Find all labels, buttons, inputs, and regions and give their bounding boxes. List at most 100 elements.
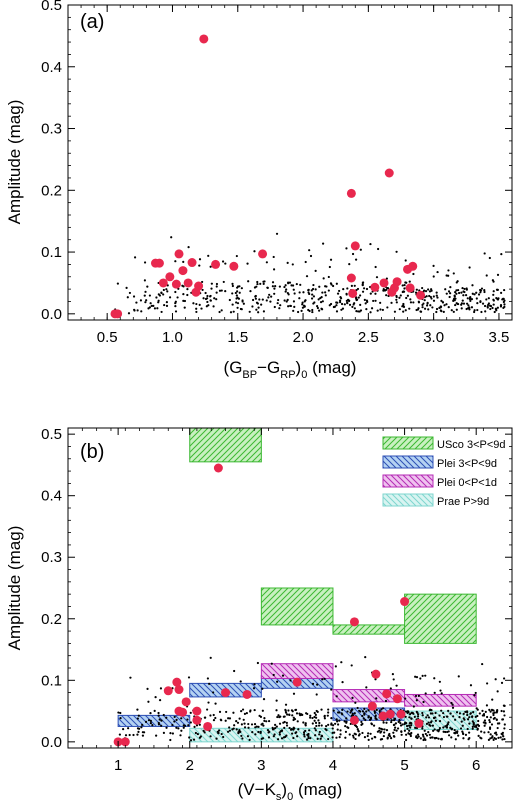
background-point <box>198 258 202 261</box>
background-point <box>359 248 362 251</box>
highlight-point <box>346 273 356 283</box>
background-point <box>352 303 355 306</box>
background-point <box>395 301 398 304</box>
background-point <box>414 726 417 729</box>
background-point <box>495 710 499 713</box>
background-point <box>263 719 266 723</box>
background-point <box>439 689 442 692</box>
x-tick-label: 5 <box>400 757 408 774</box>
background-point <box>494 307 497 310</box>
background-point <box>285 300 288 303</box>
background-point <box>313 715 316 719</box>
background-point <box>133 256 137 259</box>
background-point <box>401 284 404 287</box>
background-point <box>248 738 251 741</box>
highlight-point <box>192 715 202 725</box>
background-point <box>366 734 369 738</box>
background-point <box>432 295 435 298</box>
background-point <box>344 730 348 733</box>
background-point <box>423 289 426 292</box>
background-point <box>336 728 339 731</box>
background-point <box>248 310 251 313</box>
background-point <box>132 295 136 298</box>
y-axis-label: Amplitude (mag) <box>5 100 24 225</box>
background-point <box>454 291 457 294</box>
background-point <box>337 711 341 714</box>
background-point <box>261 687 264 690</box>
panel-label: (b) <box>80 441 104 463</box>
background-point <box>228 726 231 729</box>
background-point <box>314 269 317 272</box>
highlight-point <box>154 258 164 268</box>
highlight-points <box>110 34 426 319</box>
background-point <box>428 290 432 293</box>
background-point <box>235 728 238 731</box>
highlight-point <box>396 709 406 719</box>
background-point <box>117 711 120 714</box>
background-point <box>313 301 316 304</box>
background-point <box>233 669 236 673</box>
background-point <box>133 309 136 312</box>
highlight-point <box>158 278 168 288</box>
background-point <box>174 310 178 313</box>
background-point <box>222 280 225 284</box>
background-point <box>413 715 416 718</box>
background-point <box>473 293 476 296</box>
background-point <box>275 699 278 702</box>
background-point <box>497 297 500 300</box>
background-point <box>390 301 393 304</box>
background-point <box>502 300 505 304</box>
background-point <box>456 730 459 733</box>
background-point <box>147 719 151 722</box>
background-point <box>320 307 323 310</box>
y-tick-label: 0.2 <box>41 182 62 199</box>
background-point <box>380 727 383 730</box>
background-point <box>240 287 243 290</box>
background-point <box>257 306 260 309</box>
background-point <box>228 298 231 302</box>
background-point <box>307 736 310 740</box>
background-point <box>499 736 502 739</box>
background-point <box>174 300 177 303</box>
background-point <box>361 722 364 725</box>
x-tick-label: 2 <box>186 757 194 774</box>
background-point <box>146 285 149 288</box>
background-point <box>155 734 158 737</box>
background-point <box>469 712 472 715</box>
background-point <box>195 302 198 306</box>
background-point <box>318 309 321 312</box>
y-tick-label: 0.5 <box>41 426 62 443</box>
background-point <box>224 719 227 722</box>
background-point <box>445 724 449 727</box>
background-point <box>215 282 219 286</box>
background-point <box>353 307 356 310</box>
background-point <box>402 310 405 313</box>
highlight-point <box>392 277 402 287</box>
background-point <box>379 731 382 734</box>
background-point <box>210 287 213 290</box>
background-point <box>415 736 418 739</box>
axis-ticks: 0.5 1.0 1.5 2.0 2.5 3.0 3.5 0.0 0.1 0.2 0.3 0.4 0.5 <box>41 0 513 346</box>
background-point <box>270 295 273 298</box>
background-point <box>154 696 157 699</box>
background-point <box>254 295 257 298</box>
x-axis-label: (GBP−GRP)0 (mag) <box>224 358 357 381</box>
background-point <box>267 736 271 739</box>
background-point <box>272 255 275 259</box>
background-point <box>157 293 160 296</box>
background-point <box>361 283 364 286</box>
background-point <box>353 284 356 287</box>
background-point <box>467 738 470 741</box>
background-point <box>180 717 183 720</box>
background-point <box>174 290 177 294</box>
background-point <box>343 303 346 306</box>
background-point <box>422 738 425 742</box>
background-point <box>357 310 360 313</box>
background-point <box>309 737 312 740</box>
legend-swatch <box>382 455 434 469</box>
background-point <box>466 302 469 305</box>
background-point <box>239 680 242 683</box>
highlight-point <box>348 288 358 298</box>
background-point <box>468 266 471 269</box>
background-point <box>485 274 488 277</box>
